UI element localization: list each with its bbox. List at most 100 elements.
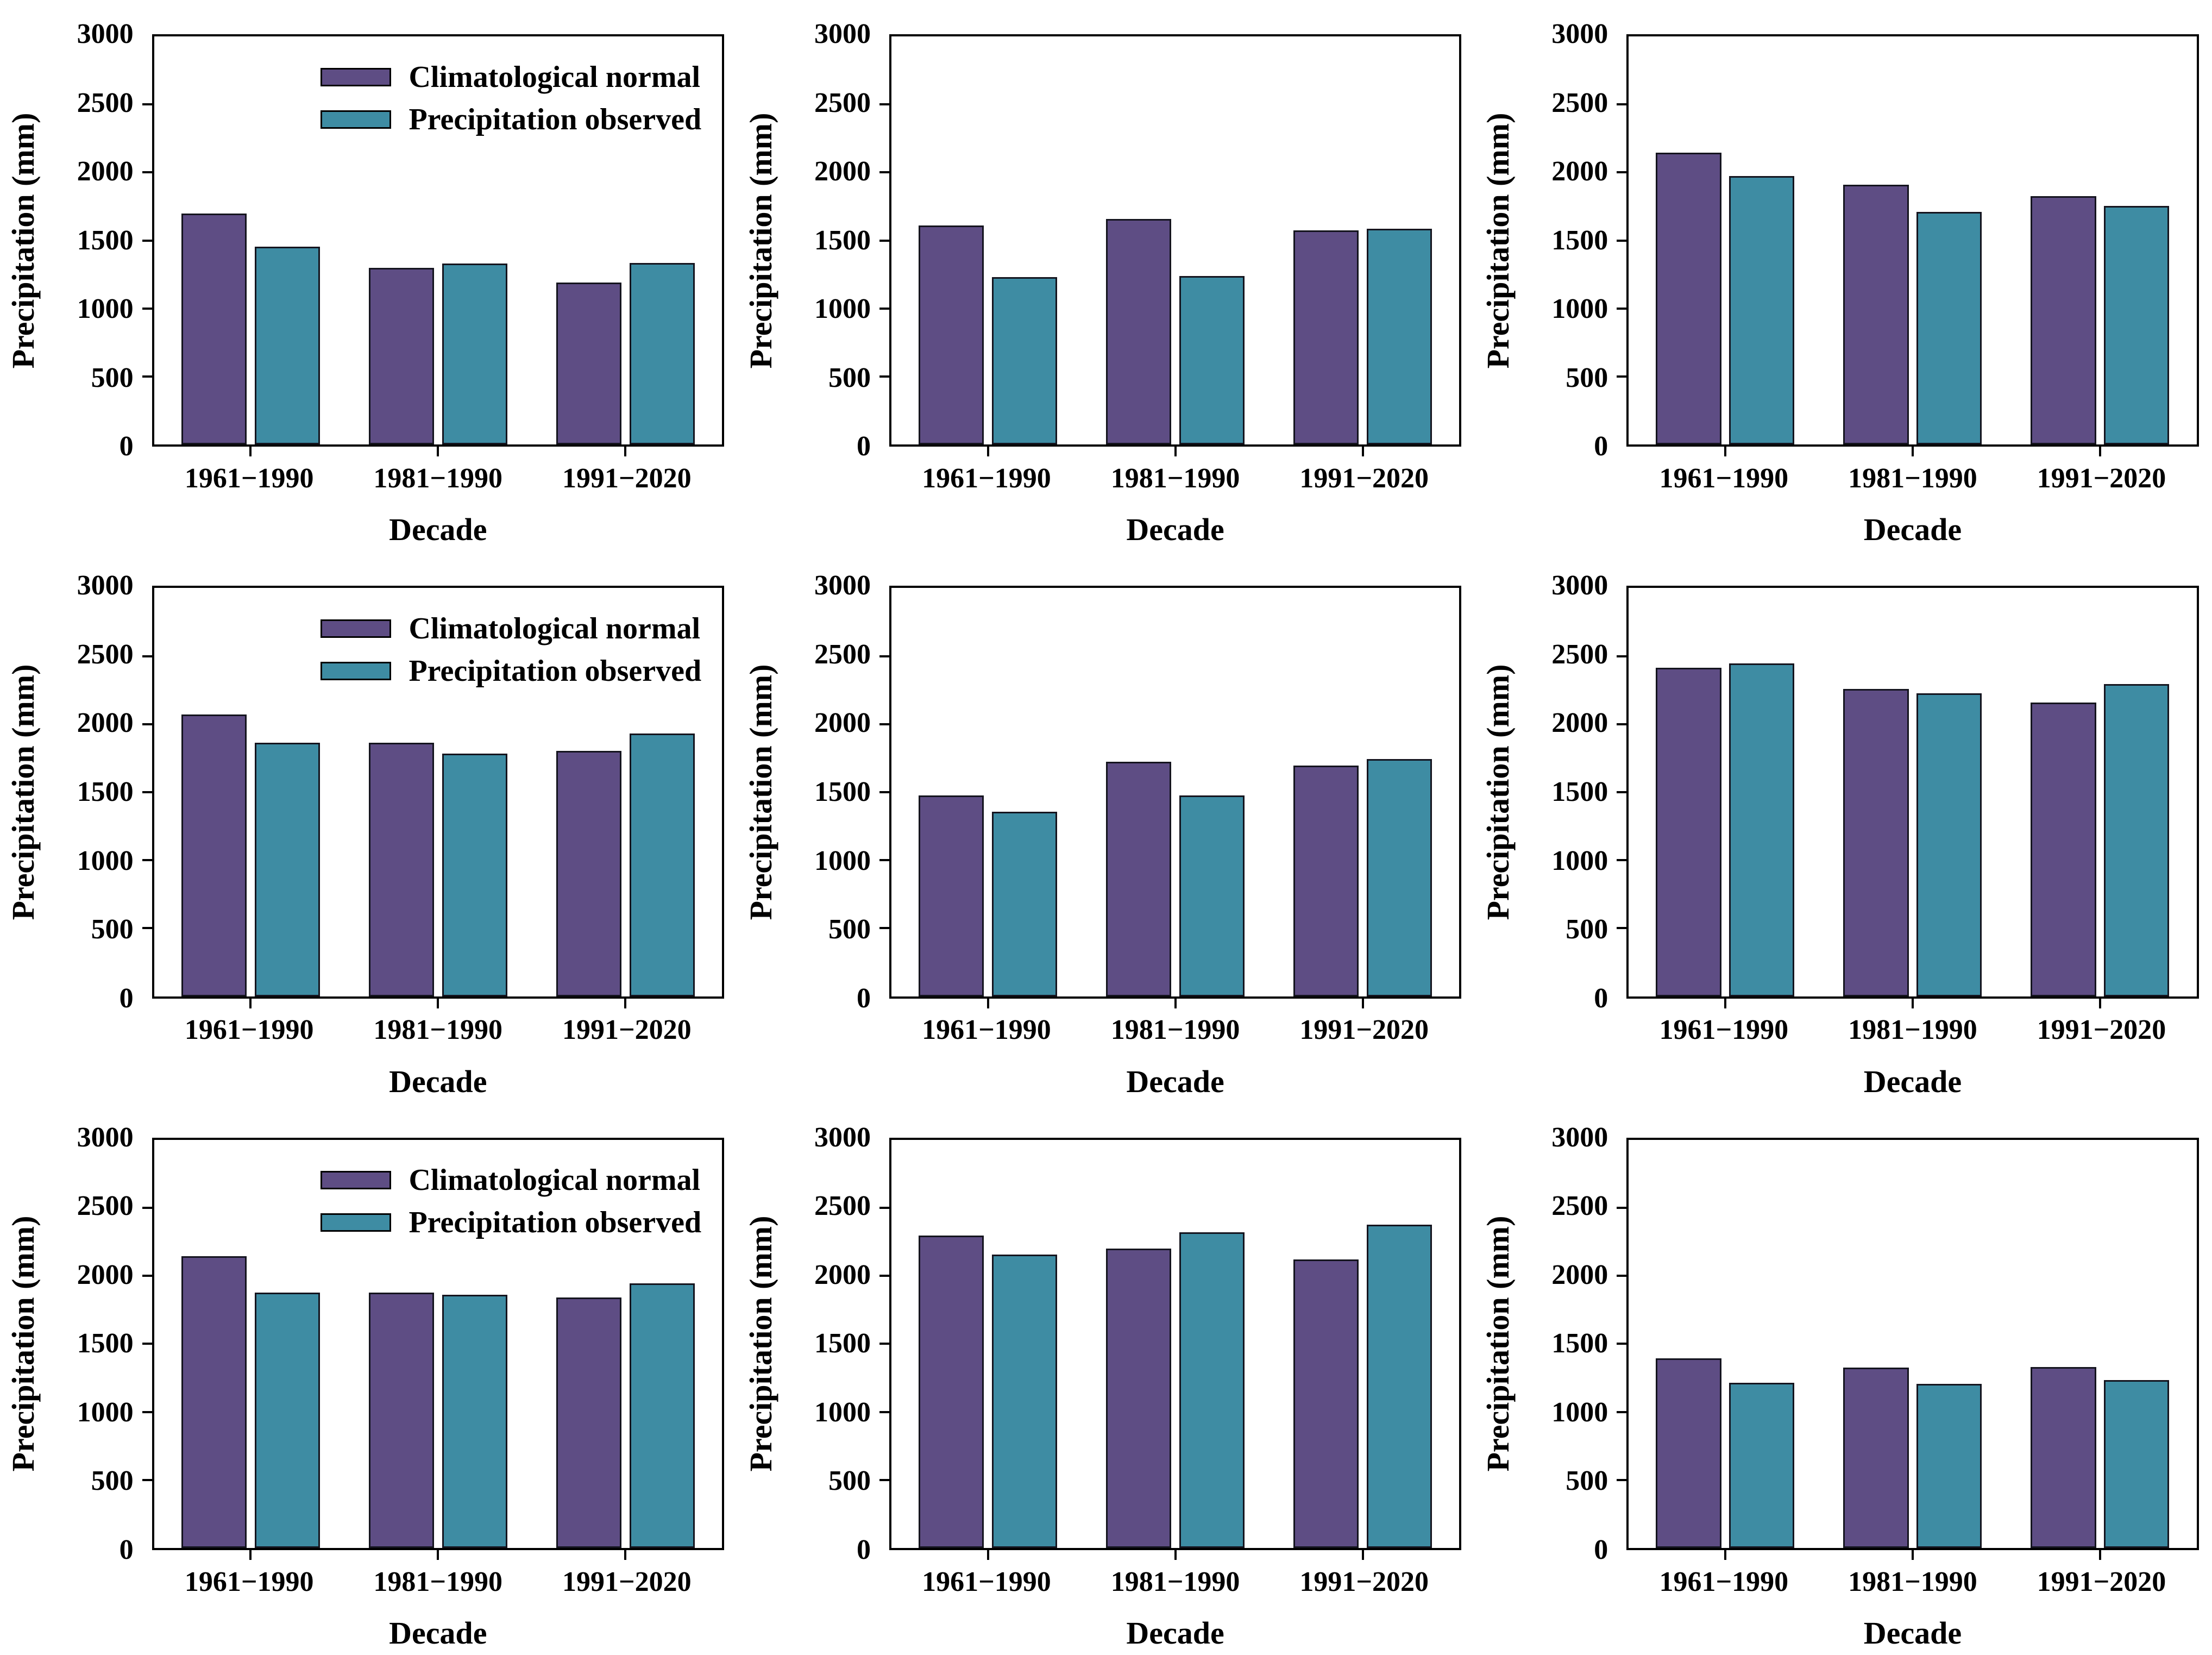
y-tick-mark <box>1617 375 1627 378</box>
chart-panel: Precipitation (mm)Decade(d)0500100015002… <box>0 551 737 1103</box>
legend-entry: Climatological normal <box>321 62 701 92</box>
y-tick-label: 0 <box>856 982 871 1014</box>
x-tick-label: 1991−2020 <box>2037 462 2166 494</box>
bar-precipitation-observed <box>442 753 507 996</box>
plot-area <box>1617 1137 2199 1560</box>
y-tick-mark <box>1617 791 1627 793</box>
x-tick-label: 1961−1990 <box>922 1566 1051 1597</box>
legend-swatch-climatological-normal <box>321 1171 392 1190</box>
chart-panel: Precipitation (mm)Decade(i)0500100015002… <box>1475 1104 2212 1655</box>
legend-swatch-precipitation-observed <box>321 1213 392 1232</box>
y-tick-label: 2000 <box>814 1259 871 1290</box>
y-tick-label: 3000 <box>77 18 134 49</box>
bar-precipitation-observed <box>991 1255 1058 1549</box>
bar-climatological-normal <box>1106 761 1172 996</box>
y-tick-mark <box>879 1275 889 1277</box>
x-tick-mark <box>437 1550 439 1560</box>
y-tick-mark <box>879 1206 889 1209</box>
bar-climatological-normal <box>181 1256 247 1549</box>
y-tick-label: 500 <box>91 914 134 945</box>
bar-climatological-normal <box>1843 1368 1909 1549</box>
legend-entry: Precipitation observed <box>321 104 701 135</box>
y-tick-mark <box>1617 1410 1627 1413</box>
bar-precipitation-observed <box>442 264 507 445</box>
x-tick-mark <box>249 1550 252 1560</box>
bar-climatological-normal <box>368 742 434 996</box>
y-tick-mark <box>142 375 152 378</box>
bar-precipitation-observed <box>1366 1225 1432 1549</box>
y-tick-label: 3000 <box>1551 1121 1608 1153</box>
bar-climatological-normal <box>1656 1358 1721 1549</box>
y-tick-label: 2500 <box>77 1190 134 1222</box>
x-axis-label: Decade <box>1863 1615 1962 1651</box>
x-tick-mark <box>1724 1550 1726 1560</box>
y-tick-mark <box>1617 1343 1627 1345</box>
x-tick-label: 1981−1990 <box>1110 1014 1240 1046</box>
y-tick-mark <box>1617 1206 1627 1209</box>
bar-climatological-normal <box>1843 184 1909 445</box>
x-axis-label: Decade <box>1126 1615 1224 1651</box>
y-tick-label: 2000 <box>77 707 134 739</box>
y-tick-label: 500 <box>828 362 871 393</box>
y-tick-label: 3000 <box>77 570 134 601</box>
x-tick-label: 1991−2020 <box>1299 1566 1429 1597</box>
y-tick-label: 2500 <box>814 638 871 670</box>
x-tick-label: 1961−1990 <box>184 1014 314 1046</box>
plot-area <box>1617 34 2199 457</box>
bar-precipitation-observed <box>1729 175 1795 445</box>
bar-climatological-normal <box>368 267 434 445</box>
x-tick-label: 1981−1990 <box>1848 462 1977 494</box>
y-tick-mark <box>879 239 889 242</box>
y-tick-label: 1000 <box>77 1396 134 1428</box>
bar-climatological-normal <box>919 1236 984 1549</box>
x-axis-label: Decade <box>1126 512 1224 548</box>
y-tick-label: 2500 <box>77 638 134 670</box>
bar-precipitation-observed <box>1366 229 1432 445</box>
x-tick-mark <box>624 998 627 1008</box>
x-tick-label: 1991−2020 <box>2037 1566 2166 1597</box>
bar-climatological-normal <box>919 225 984 445</box>
x-tick-mark <box>1174 998 1177 1008</box>
bar-precipitation-observed <box>629 263 695 445</box>
x-tick-mark <box>249 998 252 1008</box>
bar-precipitation-observed <box>629 1283 695 1549</box>
y-tick-mark <box>142 859 152 862</box>
y-tick-label: 3000 <box>1551 570 1608 601</box>
legend-label: Precipitation observed <box>409 1206 702 1240</box>
bar-precipitation-observed <box>254 1293 320 1549</box>
bar-precipitation-observed <box>442 1295 507 1549</box>
y-tick-mark <box>1617 1275 1627 1277</box>
x-tick-mark <box>1724 998 1726 1008</box>
y-tick-mark <box>142 1343 152 1345</box>
chart-panel: Precipitation (mm)Decade(c)0500100015002… <box>1475 0 2212 551</box>
x-tick-mark <box>437 447 439 457</box>
y-tick-mark <box>879 655 889 657</box>
bar-climatological-normal <box>2031 196 2096 445</box>
legend-swatch-precipitation-observed <box>321 662 392 681</box>
y-tick-label: 2500 <box>814 1190 871 1222</box>
y-tick-mark <box>1617 927 1627 930</box>
x-tick-mark <box>1724 447 1726 457</box>
y-tick-label: 1500 <box>77 224 134 256</box>
chart-panel: Precipitation (mm)Decade(b)0500100015002… <box>737 0 1474 551</box>
bar-precipitation-observed <box>254 246 320 445</box>
y-tick-label: 0 <box>119 1534 134 1566</box>
y-tick-label: 0 <box>856 431 871 462</box>
bar-precipitation-observed <box>2104 205 2170 445</box>
x-tick-label: 1991−2020 <box>562 462 692 494</box>
y-tick-mark <box>879 791 889 793</box>
x-tick-mark <box>624 1550 627 1560</box>
y-tick-label: 1000 <box>77 845 134 876</box>
y-tick-mark <box>1617 655 1627 657</box>
bar-climatological-normal <box>1106 1248 1172 1549</box>
bar-climatological-normal <box>1293 1259 1359 1549</box>
y-tick-mark <box>142 655 152 657</box>
legend-label: Climatological normal <box>409 60 701 94</box>
bar-climatological-normal <box>1656 153 1721 445</box>
chart-panel: Precipitation (mm)Decade(e)0500100015002… <box>737 551 1474 1103</box>
y-tick-mark <box>879 103 889 106</box>
y-tick-label: 2500 <box>1551 1190 1608 1222</box>
x-tick-label: 1981−1990 <box>373 462 503 494</box>
y-tick-mark <box>1617 1478 1627 1481</box>
bar-climatological-normal <box>556 283 621 445</box>
